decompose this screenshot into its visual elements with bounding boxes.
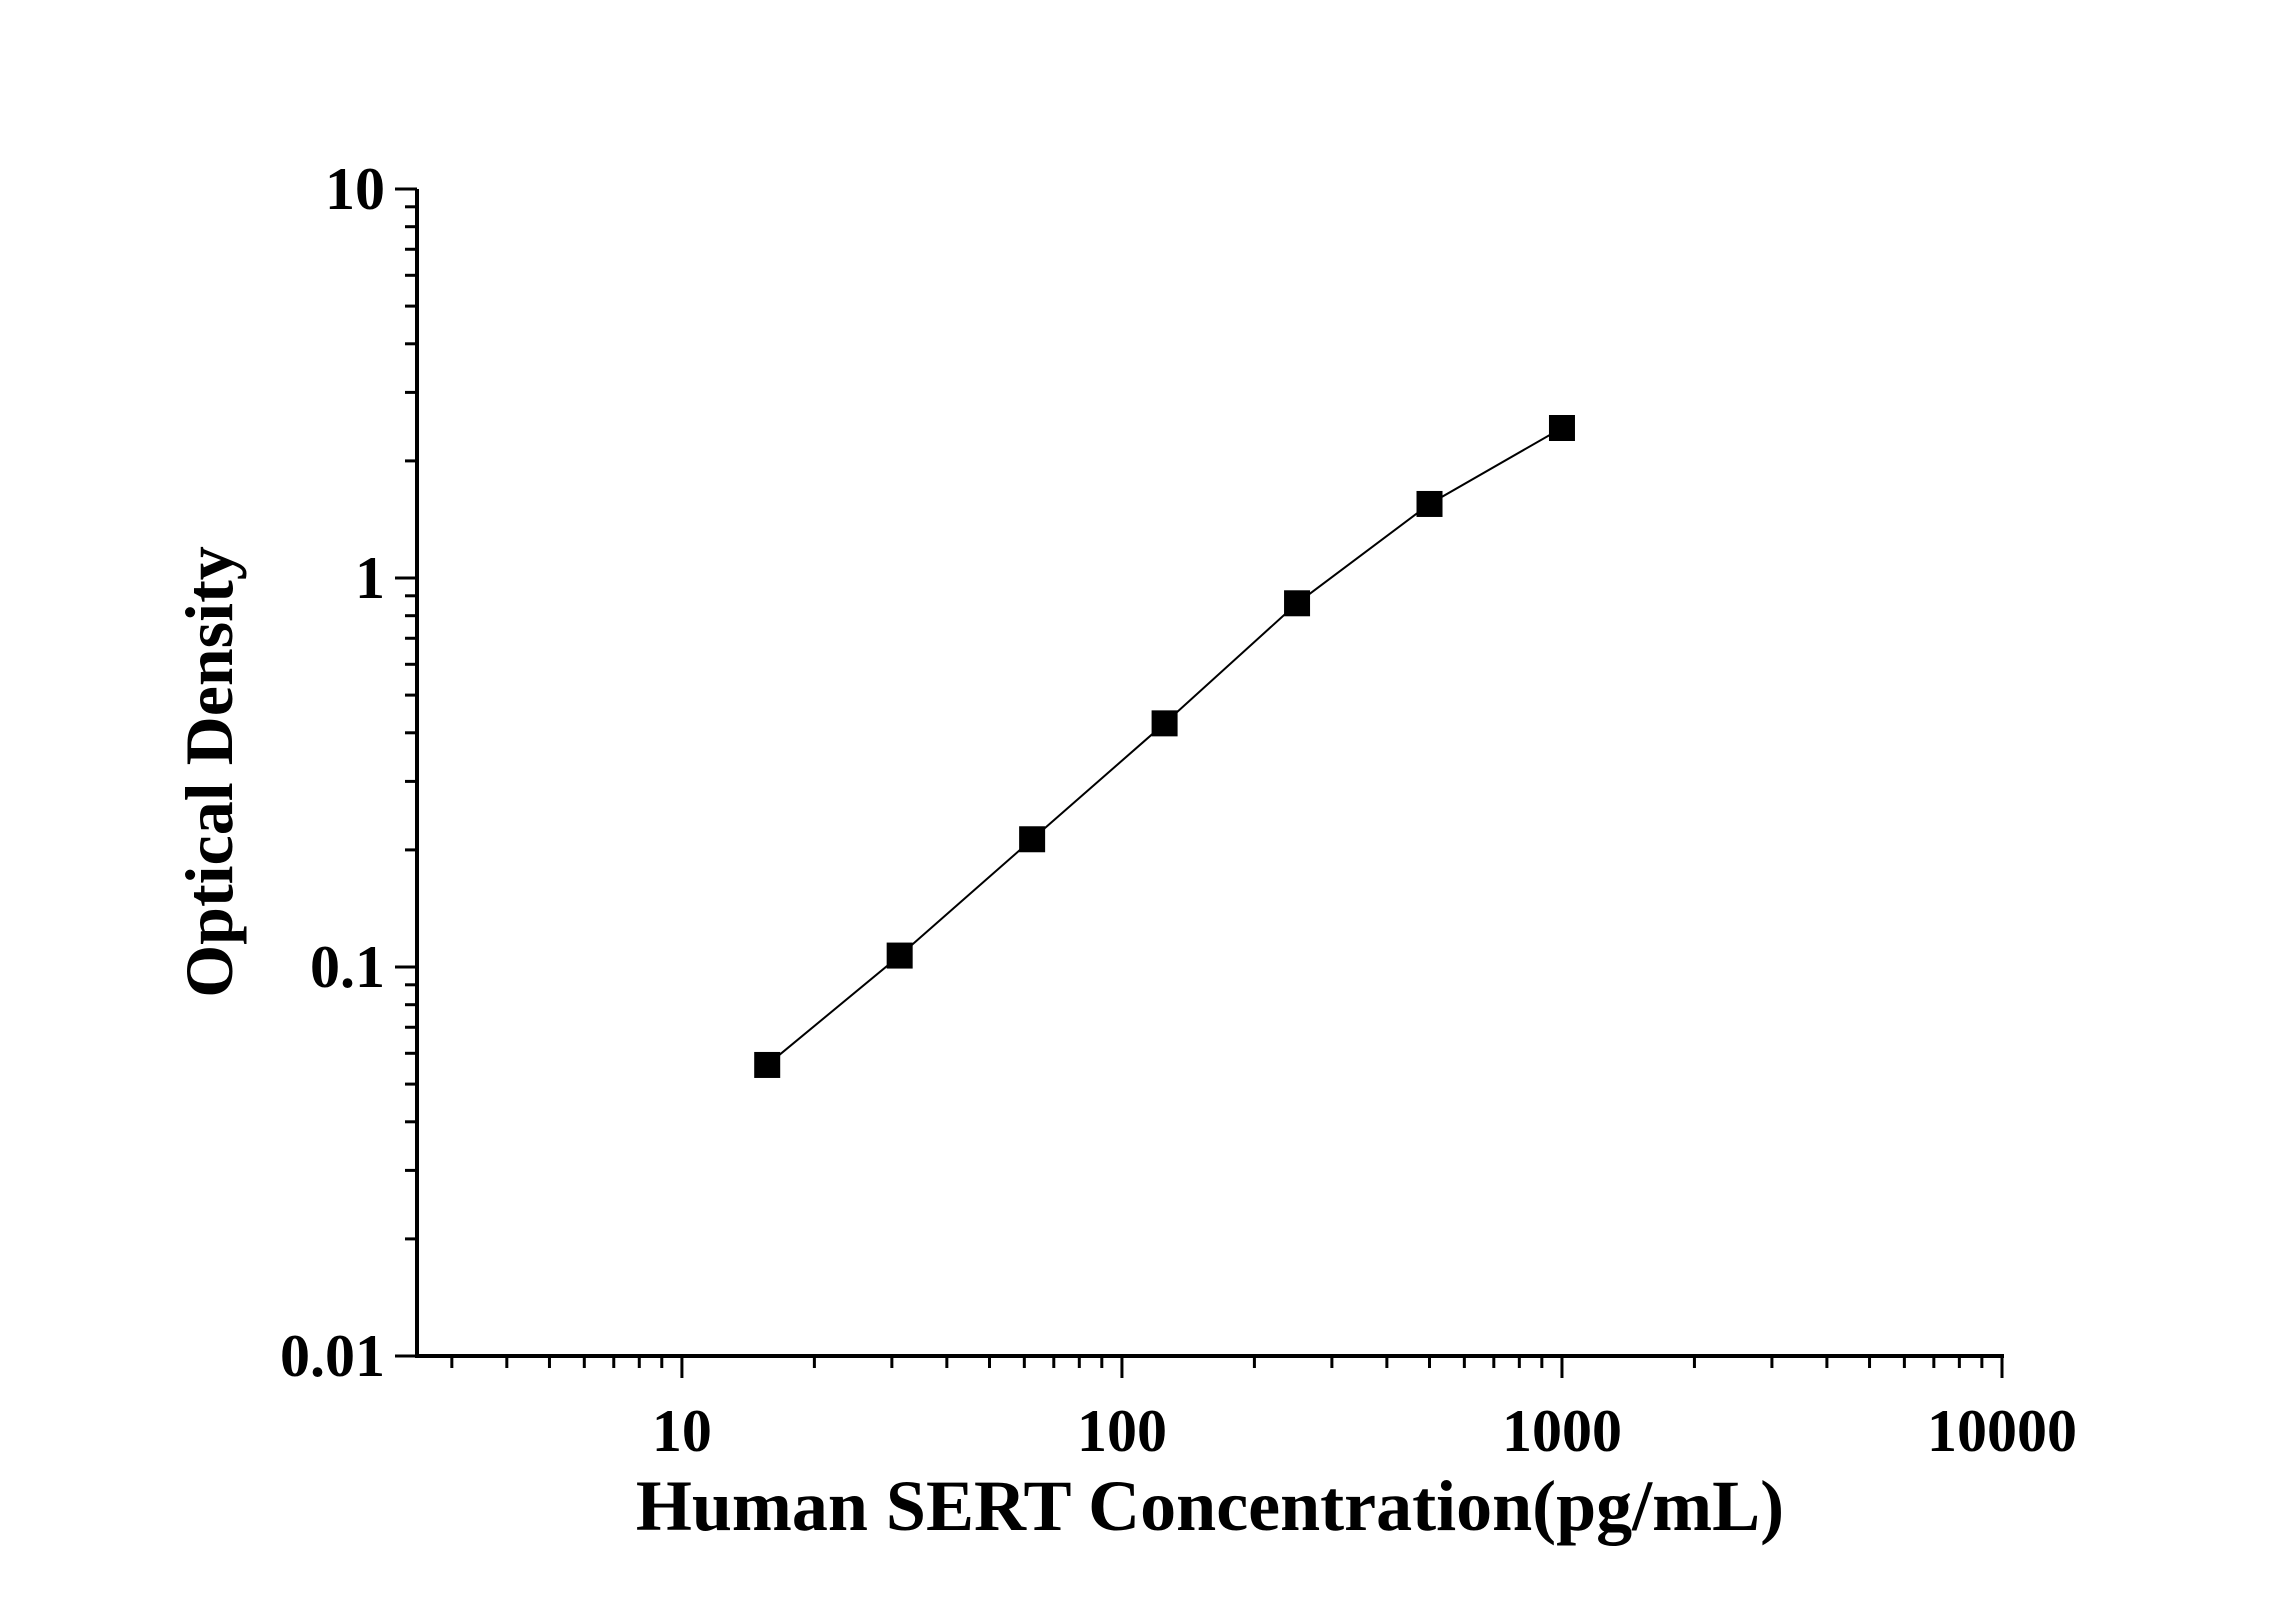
y-tick-label: 10 bbox=[325, 156, 385, 222]
y-tick-label: 0.1 bbox=[310, 934, 385, 1000]
y-axis-label: Optical Density bbox=[171, 546, 247, 997]
x-tick-label: 10000 bbox=[1927, 1398, 2077, 1464]
x-tick-label: 10 bbox=[652, 1398, 712, 1464]
data-point bbox=[886, 942, 913, 969]
x-axis-label: Human SERT Concentration(pg/mL) bbox=[636, 1466, 1784, 1546]
series-line bbox=[766, 427, 1563, 1066]
data-point bbox=[1548, 414, 1575, 441]
plot-area bbox=[754, 414, 1575, 1078]
data-point bbox=[1019, 826, 1046, 853]
x-tick-label: 100 bbox=[1077, 1398, 1167, 1464]
y-tick-label: 0.01 bbox=[280, 1323, 385, 1389]
axes bbox=[415, 189, 2004, 1358]
data-point bbox=[754, 1051, 781, 1078]
ticks: 0.01 0.1 1 10 10 100 1000 10000 bbox=[280, 156, 2077, 1464]
data-point bbox=[1416, 490, 1443, 517]
x-tick-label: 1000 bbox=[1502, 1398, 1622, 1464]
y-tick-label: 1 bbox=[355, 545, 385, 611]
data-point bbox=[1284, 590, 1311, 617]
data-point bbox=[1151, 710, 1178, 737]
